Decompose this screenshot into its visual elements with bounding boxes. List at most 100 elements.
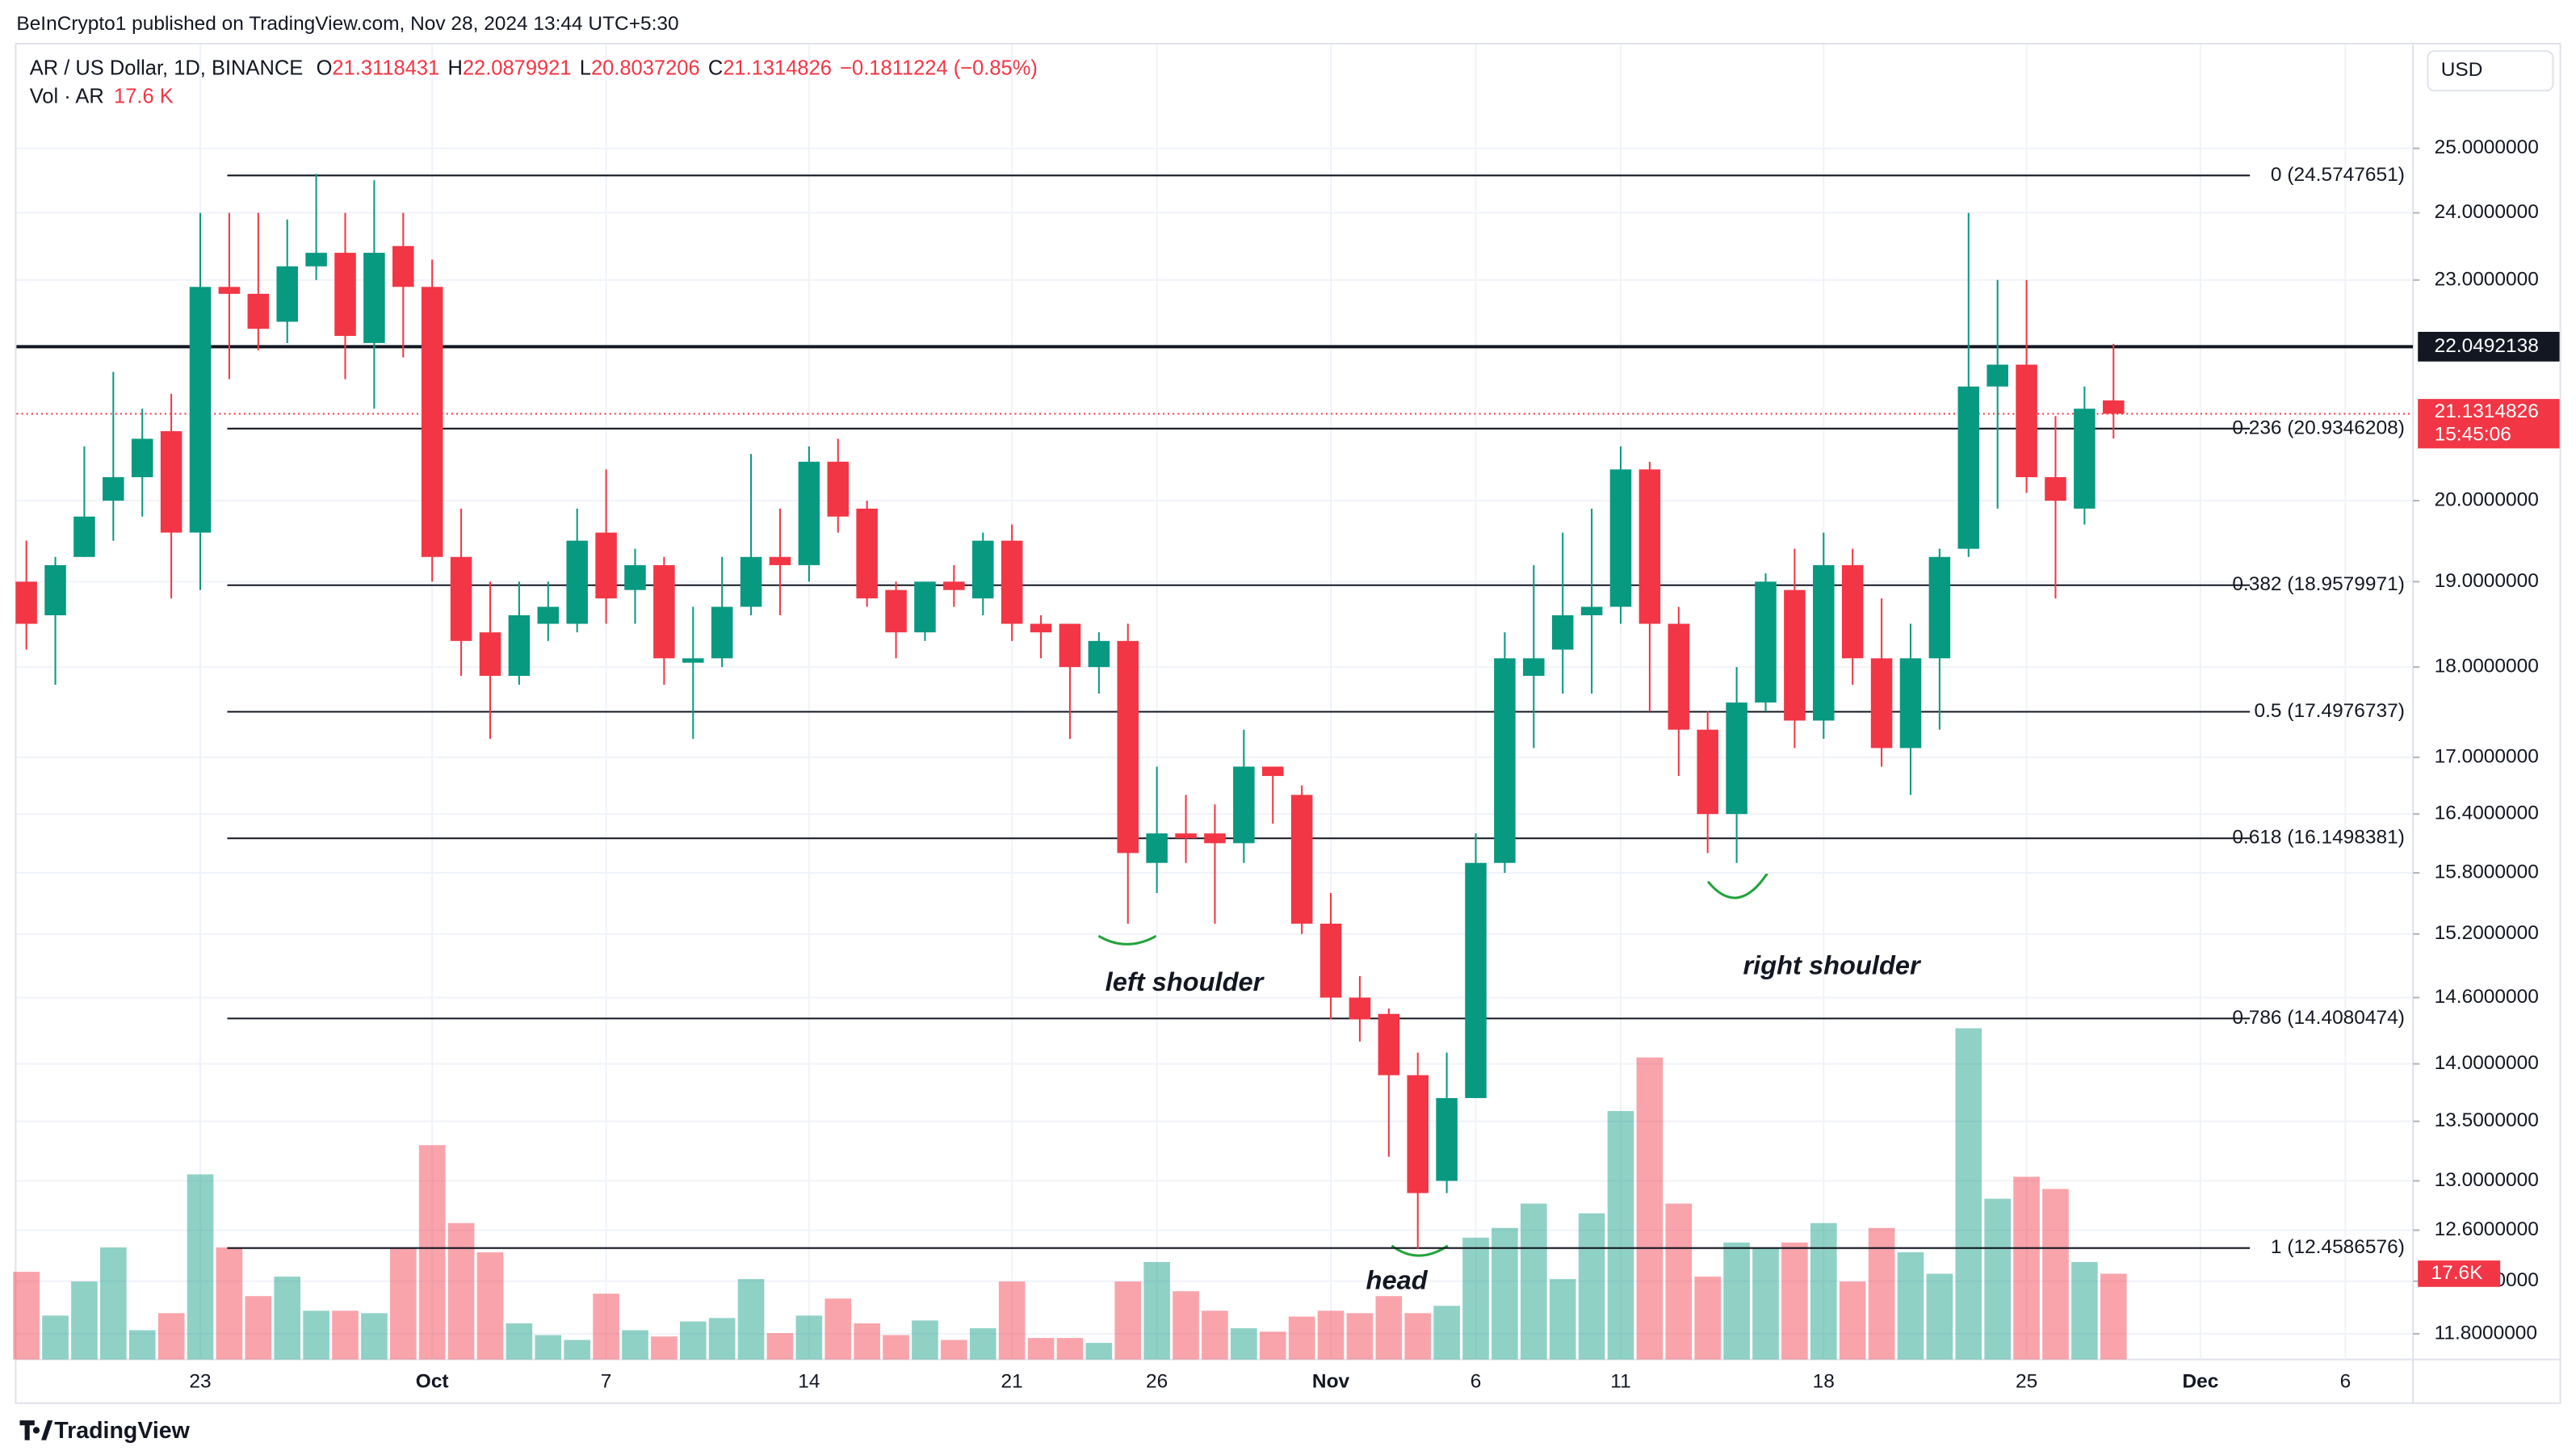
candle-body bbox=[769, 556, 791, 565]
volume-bar bbox=[1897, 1252, 1924, 1360]
candle-body bbox=[1088, 640, 1110, 668]
y-tick-label: 24.0000000 bbox=[2435, 201, 2539, 223]
candle-body bbox=[44, 564, 66, 616]
volume-bar bbox=[1839, 1281, 1866, 1360]
x-tick-label: 6 bbox=[1471, 1371, 1482, 1393]
volume-tag-label: 17.6K bbox=[2431, 1262, 2484, 1284]
candle-body bbox=[595, 532, 617, 599]
candle-body bbox=[1987, 364, 2008, 387]
candle-body bbox=[421, 287, 443, 557]
candle-body bbox=[160, 431, 183, 533]
volume-bar bbox=[1085, 1343, 1113, 1360]
volume-bar bbox=[737, 1279, 765, 1360]
volume-bar bbox=[969, 1328, 996, 1360]
candle-body bbox=[1146, 833, 1168, 863]
x-tick-label: 26 bbox=[1146, 1371, 1168, 1393]
candle-body bbox=[1870, 658, 1893, 748]
candle-body bbox=[537, 606, 560, 624]
volume-bar bbox=[766, 1333, 794, 1360]
volume-bar bbox=[1955, 1028, 1982, 1360]
x-tick-label: Oct bbox=[416, 1371, 449, 1393]
candle-body bbox=[943, 581, 965, 590]
volume-bar bbox=[447, 1222, 475, 1360]
fib-label: 0 (24.5747651) bbox=[2271, 164, 2405, 186]
volume-bar bbox=[1317, 1310, 1345, 1360]
x-tick-label: 6 bbox=[2340, 1371, 2352, 1393]
fib-label: 1 (12.4586576) bbox=[2271, 1236, 2405, 1258]
volume-bar bbox=[1520, 1203, 1547, 1360]
candle-body bbox=[566, 540, 588, 624]
volume-bar bbox=[1636, 1057, 1663, 1360]
shoulder-arc bbox=[1097, 934, 1157, 946]
candle-body bbox=[711, 606, 733, 659]
candle-body bbox=[1465, 862, 1487, 1098]
volume-bar bbox=[418, 1145, 446, 1360]
candle-body bbox=[972, 540, 994, 599]
volume-bar bbox=[1027, 1338, 1055, 1360]
candle-body bbox=[103, 476, 124, 501]
volume-bar bbox=[2071, 1262, 2098, 1360]
volume-bar bbox=[1173, 1291, 1199, 1360]
candle-body bbox=[1117, 640, 1139, 853]
candle-body bbox=[1407, 1075, 1429, 1193]
candle-body bbox=[334, 253, 356, 337]
fib-label: 0.382 (18.9579971) bbox=[2232, 573, 2405, 595]
volume-bar bbox=[708, 1318, 736, 1360]
volume-bar bbox=[1346, 1313, 1374, 1360]
candle-body bbox=[276, 266, 298, 322]
candle-body bbox=[305, 253, 327, 266]
candle-body bbox=[1436, 1097, 1458, 1181]
volume-bar bbox=[1288, 1316, 1315, 1360]
candle-body bbox=[1204, 833, 1226, 844]
x-tick-label: 21 bbox=[1001, 1371, 1023, 1393]
labels: 25.0000000 24.0000000 23.0000000 20.0000000… bbox=[30, 57, 2560, 1393]
ohlc-value: 22.0879921 bbox=[463, 57, 572, 79]
volume-bar bbox=[476, 1252, 504, 1360]
x-tick-label: 14 bbox=[798, 1371, 820, 1393]
candle-body bbox=[1697, 729, 1718, 815]
volume-tag bbox=[2418, 1260, 2501, 1287]
candle-body bbox=[1059, 623, 1081, 668]
candle-body bbox=[1001, 540, 1023, 624]
candle-body bbox=[1784, 589, 1806, 721]
y-tick-label: 14.0000000 bbox=[2435, 1052, 2539, 1074]
volume-bar bbox=[679, 1321, 707, 1360]
ohlc-letter: O bbox=[317, 57, 333, 79]
volume-bar bbox=[1491, 1227, 1518, 1360]
currency: USD bbox=[2441, 59, 2483, 81]
y-tick-label: 15.2000000 bbox=[2435, 922, 2539, 944]
fib-label: 0.786 (14.4080474) bbox=[2232, 1007, 2405, 1029]
x-tick-label: Nov bbox=[1312, 1371, 1350, 1393]
candle-body bbox=[1551, 615, 1574, 650]
volume-bar bbox=[1259, 1331, 1286, 1360]
candle-body bbox=[624, 564, 646, 590]
volume-bar bbox=[128, 1330, 156, 1360]
volume-bar bbox=[1694, 1277, 1722, 1360]
candle-body bbox=[1233, 766, 1255, 844]
y-tick-label: 13.0000000 bbox=[2435, 1169, 2539, 1191]
ohlc-value: 21.1314826 bbox=[723, 57, 832, 79]
y-tick-label: 16.4000000 bbox=[2435, 803, 2539, 824]
volume-bar bbox=[593, 1294, 619, 1360]
volume-bar bbox=[622, 1330, 648, 1360]
volume-bar bbox=[274, 1277, 301, 1360]
volume-bar bbox=[883, 1335, 909, 1360]
candle-body bbox=[131, 438, 153, 477]
candle-body bbox=[15, 581, 37, 624]
volume-bar bbox=[1231, 1328, 1257, 1360]
volume-bar bbox=[506, 1323, 533, 1360]
candle-body bbox=[2103, 400, 2125, 414]
currency-button[interactable] bbox=[2427, 50, 2554, 92]
last-price-label: 21.1314826 bbox=[2435, 400, 2539, 422]
candle-body bbox=[1378, 1013, 1400, 1076]
volume-bars bbox=[13, 1028, 2127, 1360]
price-tag bbox=[2418, 331, 2560, 362]
candle-body bbox=[1349, 997, 1371, 1020]
volume-bar bbox=[1202, 1310, 1228, 1360]
y-tick-label: 17.0000000 bbox=[2435, 745, 2539, 767]
volume-bar bbox=[564, 1340, 591, 1360]
volume-legend: Vol · AR 17.6 K bbox=[30, 85, 174, 107]
volume-value: 17.6 K bbox=[114, 85, 174, 107]
